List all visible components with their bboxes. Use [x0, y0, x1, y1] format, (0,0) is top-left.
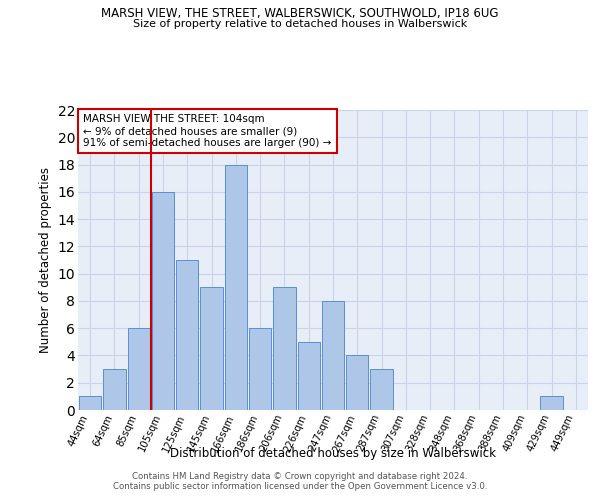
- Bar: [176, 260, 199, 410]
- Bar: [152, 192, 174, 410]
- Text: MARSH VIEW, THE STREET, WALBERSWICK, SOUTHWOLD, IP18 6UG: MARSH VIEW, THE STREET, WALBERSWICK, SOU…: [101, 8, 499, 20]
- Bar: [128, 328, 150, 410]
- Text: Distribution of detached houses by size in Walberswick: Distribution of detached houses by size …: [170, 448, 496, 460]
- Bar: [298, 342, 320, 410]
- Bar: [103, 369, 125, 410]
- Bar: [79, 396, 101, 410]
- Text: Contains HM Land Registry data © Crown copyright and database right 2024.: Contains HM Land Registry data © Crown c…: [132, 472, 468, 481]
- Bar: [346, 356, 368, 410]
- Text: Size of property relative to detached houses in Walberswick: Size of property relative to detached ho…: [133, 19, 467, 29]
- Bar: [322, 301, 344, 410]
- Text: MARSH VIEW THE STREET: 104sqm
← 9% of detached houses are smaller (9)
91% of sem: MARSH VIEW THE STREET: 104sqm ← 9% of de…: [83, 114, 331, 148]
- Bar: [200, 288, 223, 410]
- Bar: [224, 164, 247, 410]
- Bar: [249, 328, 271, 410]
- Y-axis label: Number of detached properties: Number of detached properties: [39, 167, 52, 353]
- Bar: [541, 396, 563, 410]
- Text: Contains public sector information licensed under the Open Government Licence v3: Contains public sector information licen…: [113, 482, 487, 491]
- Bar: [273, 288, 296, 410]
- Bar: [370, 369, 393, 410]
